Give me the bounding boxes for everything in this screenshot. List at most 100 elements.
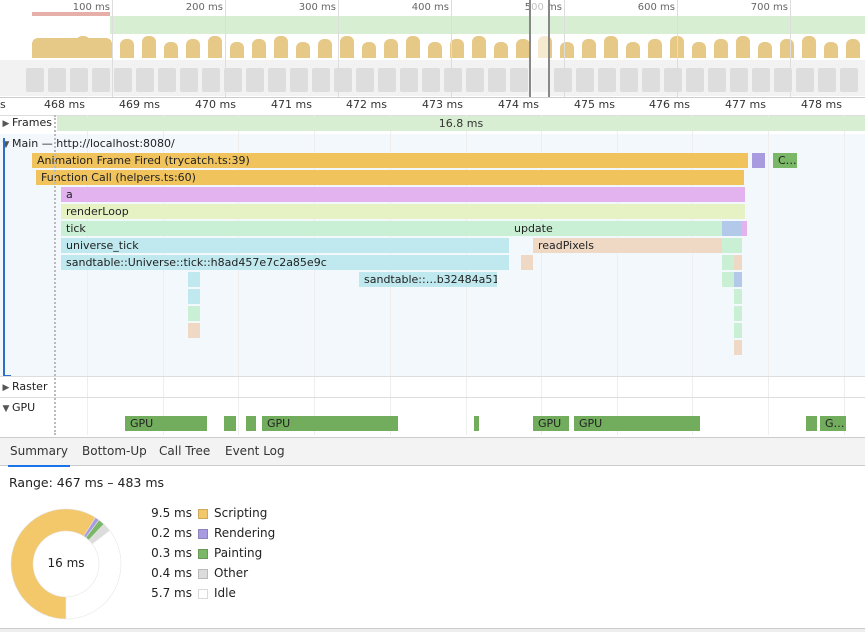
legend-swatch <box>198 569 208 579</box>
event-small-block[interactable] <box>734 323 742 338</box>
tab-bottom-up[interactable]: Bottom-Up <box>82 444 147 458</box>
ruler-tick: s <box>0 98 6 111</box>
expand-arrow-icon[interactable]: ▶ <box>2 119 10 129</box>
event-small-block[interactable] <box>722 272 734 287</box>
overview-tick: 400 ms <box>412 0 452 97</box>
event-small-block[interactable] <box>742 221 747 236</box>
overview-cpu-chart <box>0 34 865 58</box>
frames-label: Frames <box>12 116 53 129</box>
event-read-pixels[interactable]: readPixels <box>533 238 722 253</box>
raster-track[interactable]: ▶ Raster <box>0 376 865 397</box>
event-tick[interactable]: tick <box>61 221 509 236</box>
overview-cpu-bump <box>340 36 354 58</box>
gpu-event[interactable]: GPU <box>574 416 700 431</box>
ruler-tick: 474 ms <box>498 98 539 111</box>
event-update[interactable]: update <box>509 221 722 236</box>
overview-cpu-bump <box>362 42 376 58</box>
event-sandtable-short[interactable]: sandtable::…b32484a51ce <box>359 272 497 287</box>
overview-tick: 300 ms <box>299 0 339 97</box>
overview-cpu-bump <box>384 39 398 58</box>
grid-line <box>163 115 164 435</box>
ruler-tick: 477 ms <box>725 98 766 111</box>
event-small-block[interactable] <box>734 255 742 270</box>
overview-screenshot-thumb <box>356 68 374 92</box>
legend-row-rendering: 0.2 ms Rendering <box>140 526 280 544</box>
main-track-label: Main — http://localhost:8080/ <box>12 137 175 150</box>
time-ruler: s 468 ms 469 ms 470 ms 471 ms 472 ms 473… <box>0 98 865 116</box>
overview-cpu-bump <box>846 39 860 58</box>
event-small-block[interactable] <box>722 238 742 253</box>
grid-line <box>768 115 769 435</box>
legend-swatch <box>198 509 208 519</box>
event-small-block[interactable] <box>188 272 200 287</box>
legend-row-painting: 0.3 ms Painting <box>140 546 280 564</box>
overview-cpu-bump <box>692 42 706 58</box>
event-small-block[interactable] <box>734 340 742 355</box>
overview-cpu-bump <box>758 42 772 58</box>
event-small-block[interactable] <box>734 289 742 304</box>
event-sandtable-universe-tick[interactable]: sandtable::Universe::tick::h8ad457e7c2a8… <box>61 255 509 270</box>
overview-tick: 500 ms <box>525 0 565 97</box>
tab-summary[interactable]: Summary <box>8 438 70 467</box>
event-function-call[interactable]: Function Call (helpers.ts:60) <box>36 170 744 185</box>
overview-selection-window[interactable] <box>529 0 550 97</box>
overview-fps-strip <box>110 16 865 34</box>
event-a[interactable]: a <box>61 187 745 202</box>
grid-line <box>617 115 618 435</box>
overview-cpu-bump <box>736 36 750 58</box>
gpu-event[interactable] <box>806 416 817 431</box>
event-small-block[interactable] <box>734 306 742 321</box>
legend-value: 0.4 ms <box>151 566 192 580</box>
event-small-block[interactable] <box>734 272 742 287</box>
main-track-header[interactable]: ▼ Main — http://localhost:8080/ <box>0 137 175 150</box>
overview-cpu-bump <box>32 38 112 58</box>
grid-line <box>87 115 88 435</box>
gpu-event[interactable]: GPU <box>533 416 569 431</box>
overview-screenshot-thumb <box>70 68 88 92</box>
expand-arrow-icon[interactable]: ▶ <box>2 383 10 393</box>
gpu-event[interactable] <box>474 416 479 431</box>
ruler-tick: 472 ms <box>346 98 387 111</box>
gpu-event[interactable] <box>246 416 256 431</box>
overview-tick: 700 ms <box>751 0 791 97</box>
overview-cpu-bump <box>186 39 200 58</box>
overview-screenshot-thumb <box>796 68 814 92</box>
legend-label: Other <box>214 566 249 580</box>
tab-event-log[interactable]: Event Log <box>225 444 285 458</box>
overview-cpu-bump <box>252 39 266 58</box>
gpu-track[interactable]: ▼ GPU <box>0 397 865 436</box>
raster-track-header[interactable]: ▶ Raster <box>0 380 48 393</box>
event-small-rendering[interactable] <box>752 153 765 168</box>
overview-tick: 200 ms <box>186 0 226 97</box>
event-small-block[interactable] <box>722 255 734 270</box>
event-universe-tick[interactable]: universe_tick <box>61 238 509 253</box>
frame-bar[interactable]: 16.8 ms <box>57 116 865 131</box>
collapse-arrow-icon[interactable]: ▼ <box>2 404 10 414</box>
gpu-event[interactable] <box>224 416 236 431</box>
overview-screenshot-thumb <box>708 68 726 92</box>
overview-screenshot-thumb <box>752 68 770 92</box>
frames-track-header[interactable]: ▶ Frames <box>0 116 52 129</box>
timeline-overview[interactable]: 100 ms 200 ms 300 ms 400 ms 500 ms 600 m… <box>0 0 865 98</box>
gpu-event[interactable]: G… <box>820 416 846 431</box>
ruler-tick: 478 ms <box>801 98 842 111</box>
collapse-arrow-icon[interactable]: ▼ <box>2 140 10 150</box>
legend-swatch <box>198 589 208 599</box>
event-animation-frame[interactable]: Animation Frame Fired (trycatch.ts:39) <box>32 153 748 168</box>
gpu-track-header[interactable]: ▼ GPU <box>0 401 36 414</box>
tab-call-tree[interactable]: Call Tree <box>159 444 211 458</box>
overview-screenshot-thumb <box>466 68 484 92</box>
legend-row-scripting: 9.5 ms Scripting <box>140 506 280 524</box>
event-small-block[interactable] <box>521 255 533 270</box>
event-composite[interactable]: C… <box>773 153 797 168</box>
pie-total: 16 ms <box>47 556 85 570</box>
overview-tick: 100 ms <box>73 0 113 97</box>
event-small-block[interactable] <box>188 289 200 304</box>
gpu-event[interactable]: GPU <box>125 416 207 431</box>
event-small-block[interactable] <box>188 323 200 338</box>
event-small-block[interactable] <box>188 306 200 321</box>
overview-cpu-bump <box>208 36 222 58</box>
gpu-event[interactable]: GPU <box>262 416 398 431</box>
event-small-block[interactable] <box>722 221 742 236</box>
event-render-loop[interactable]: renderLoop <box>61 204 745 219</box>
